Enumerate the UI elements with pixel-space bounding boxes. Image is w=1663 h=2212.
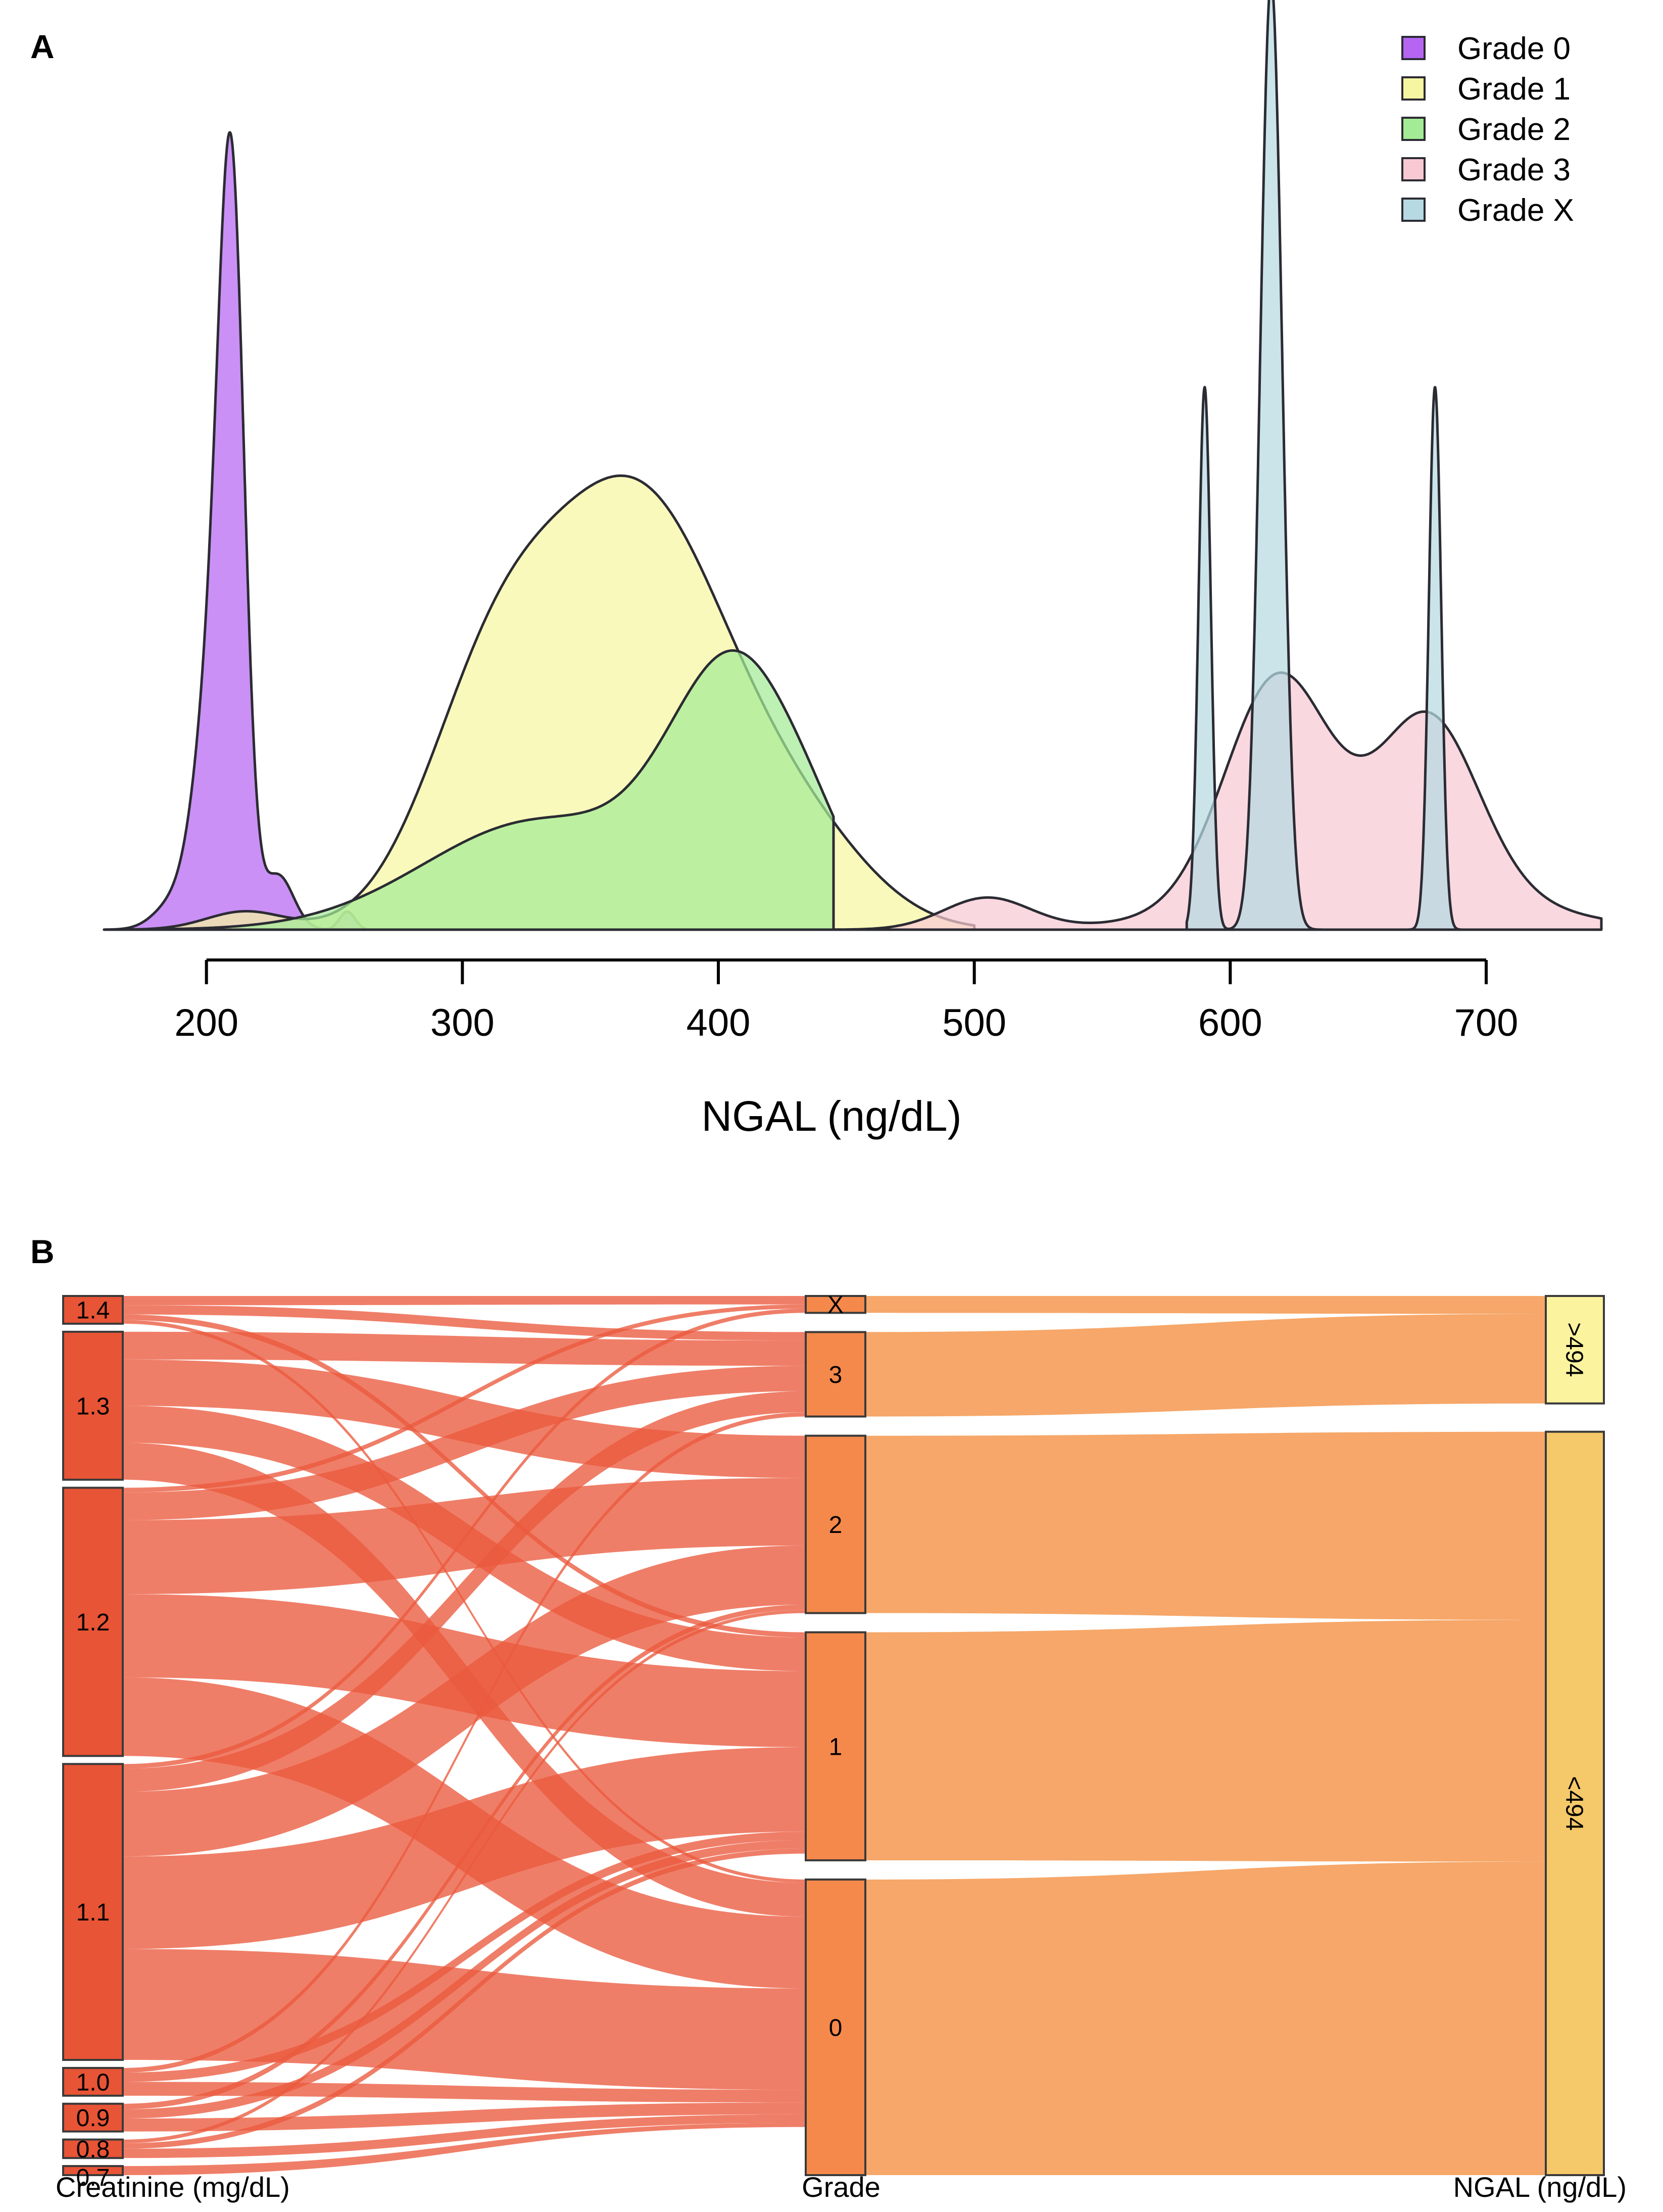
creatinine-node-1-0: [62, 2066, 124, 2097]
creatinine-node-1-1: [62, 1763, 124, 2061]
sankey-link-0-8-to-1: [123, 1848, 806, 2149]
sankey-link-1-1-to-2: [123, 1545, 806, 1857]
sankey-link-1-2-to-x: [123, 1304, 806, 1493]
panel-b-label: B: [30, 1233, 55, 1270]
grade-node-label-0: 0: [829, 2014, 843, 2041]
legend: Grade 0 Grade 1 Grade 2 Grade 3 Grade X: [1401, 31, 1574, 228]
ngal-node-494: [1545, 1430, 1605, 2176]
sankey-link-grade-3-to-ngal-494: [865, 1314, 1546, 1417]
x-tick-label-500: 500: [942, 1001, 1006, 1044]
legend-swatch-grade-1: [1401, 76, 1426, 101]
ngal-node-494: [1545, 1295, 1605, 1405]
x-tick-label-200: 200: [174, 1001, 238, 1044]
sankey-link-1-4-to-x: [123, 1296, 806, 1306]
grade-node-x: [805, 1295, 866, 1314]
creatinine-node-1-2: [62, 1486, 124, 1757]
density-curve-grade-3: [832, 671, 1603, 931]
x-axis: 200 300 400 500 600 700: [174, 958, 1519, 1044]
sankey-link-1-4-to-3: [123, 1305, 806, 1341]
column-label-creatinine: Creatinine (mg/dL): [56, 2171, 290, 2203]
ngal-node-label-494: >494: [1561, 1322, 1588, 1377]
grade-node-2: [805, 1434, 866, 1614]
legend-label-grade-2: Grade 2: [1457, 112, 1571, 147]
x-tick-label-600: 600: [1198, 1001, 1262, 1044]
creatinine-node-label-1-2: 1.2: [76, 1609, 110, 1636]
density-curve-grade-x: [1185, 0, 1462, 931]
creatinine-node-label-0-8: 0.8: [76, 2136, 110, 2163]
legend-swatch-grade-3: [1401, 157, 1426, 181]
creatinine-node-label-1-4: 1.4: [76, 1297, 110, 1324]
legend-swatch-grade-0: [1401, 36, 1426, 60]
sankey-link-0-9-to-0: [123, 2102, 806, 2132]
creatinine-node-1-4: [62, 1295, 124, 1325]
grade-node-label-2: 2: [829, 1512, 843, 1538]
panel-a-label: A: [30, 28, 55, 65]
grade-node-1: [805, 1631, 866, 1861]
x-tick-label-300: 300: [430, 1001, 495, 1044]
creatinine-node-label-0-9: 0.9: [76, 2105, 110, 2132]
creatinine-node-label-0-7: 0.7: [76, 2165, 110, 2191]
sankey-link-grade-x-to-ngal-494: [865, 1296, 1546, 1314]
grade-node-label-x: X: [827, 1292, 844, 1319]
sankey-link-grade-0-to-ngal-494: [865, 1861, 1546, 2175]
density-plot: [103, 0, 1603, 931]
density-curve-grade-2: [115, 649, 835, 931]
legend-swatch-grade-x: [1401, 198, 1426, 222]
legend-swatch-grade-2: [1401, 117, 1426, 141]
grade-node-label-1: 1: [829, 1734, 843, 1760]
column-label-grade: Grade: [802, 2171, 881, 2203]
creatinine-node-1-3: [62, 1330, 124, 1481]
sankey-link-0-9-to-2: [123, 1604, 806, 2109]
creatinine-node-0-9: [62, 2102, 124, 2133]
sankey-link-1-0-to-1: [123, 1832, 806, 2082]
sankey-link-1-2-to-2: [123, 1478, 806, 1595]
sankey-link-1-4-to-1: [123, 1314, 806, 1638]
creatinine-node-0-7: [62, 2165, 124, 2177]
legend-label-grade-x: Grade X: [1457, 193, 1574, 228]
grade-node-label-3: 3: [829, 1362, 843, 1388]
legend-label-grade-3: Grade 3: [1457, 153, 1571, 187]
grade-node-0: [805, 1878, 866, 2176]
creatinine-node-0-8: [62, 2138, 124, 2159]
sankey-link-1-1-to-1: [123, 1747, 806, 1949]
sankey-diagram: 1.4 1.3 1.2 1.1 1.0 0.9 0.80.7 X 3 2 1 0 >494 <494: [62, 1292, 1605, 2191]
density-curve-grade-0: [103, 131, 367, 931]
x-axis-title: NGAL (ng/dL): [701, 1092, 961, 1140]
sankey-link-0-7-to-0: [123, 2123, 806, 2175]
creatinine-node-label-1-0: 1.0: [76, 2069, 110, 2096]
sankey-link-1-2-to-3: [123, 1366, 806, 1520]
sankey-link-grade-2-to-ngal-494: [865, 1431, 1546, 1620]
x-tick-label-700: 700: [1454, 1001, 1519, 1044]
sankey-link-1-1-to-3: [123, 1391, 806, 1792]
sankey-link-0-8-to-0: [123, 2114, 806, 2158]
sankey-link-1-1-to-x: [123, 1309, 806, 1769]
legend-label-grade-1: Grade 1: [1457, 72, 1571, 107]
ngal-node-label-494: <494: [1561, 1776, 1588, 1831]
creatinine-node-label-1-3: 1.3: [76, 1393, 110, 1420]
sankey-link-1-0-to-3: [123, 1412, 806, 2073]
column-label-ngal: NGAL (ng/dL): [1453, 2171, 1627, 2203]
sankey-link-0-8-to-2: [123, 1609, 806, 2143]
sankey-link-0-9-to-1: [123, 1840, 806, 2119]
creatinine-node-label-1-1: 1.1: [76, 1899, 110, 1926]
grade-node-3: [805, 1331, 866, 1418]
x-tick-label-400: 400: [687, 1001, 751, 1044]
sankey-link-grade-1-to-ngal-494: [865, 1619, 1546, 1862]
legend-label-grade-0: Grade 0: [1457, 31, 1571, 66]
